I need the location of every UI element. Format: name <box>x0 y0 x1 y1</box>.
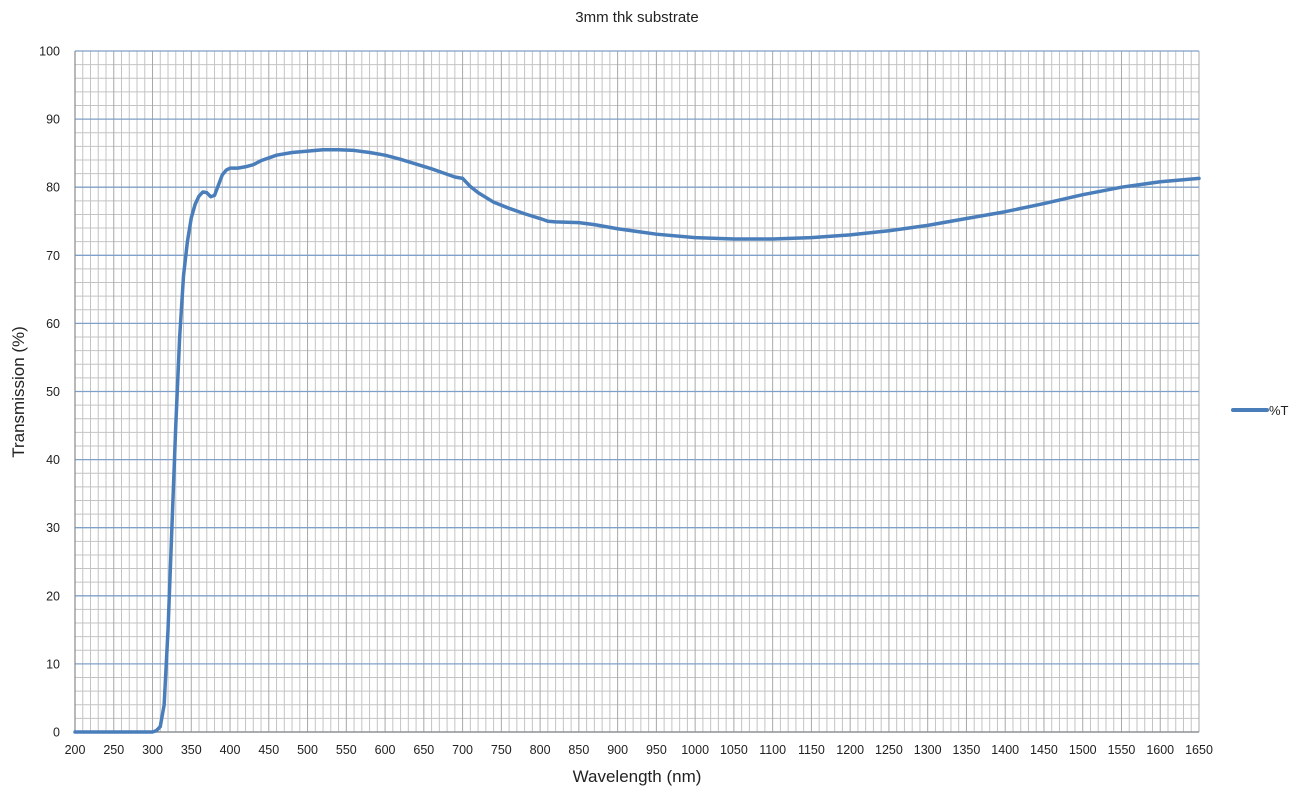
y-tick-label: 40 <box>46 453 60 467</box>
x-tick-label: 1450 <box>1030 743 1058 757</box>
x-tick-label: 1300 <box>914 743 942 757</box>
x-tick-label: 350 <box>181 743 202 757</box>
x-tick-label: 1050 <box>720 743 748 757</box>
major-gridlines <box>74 50 1200 733</box>
y-axis-ticks: 0 10 20 30 40 50 60 70 80 90 100 <box>39 45 60 740</box>
x-tick-label: 1650 <box>1185 743 1213 757</box>
x-tick-label: 650 <box>413 743 434 757</box>
x-tick-label: 1100 <box>759 743 786 757</box>
x-tick-label: 1200 <box>836 743 864 757</box>
x-axis-label: Wavelength (nm) <box>573 767 702 786</box>
x-tick-label: 1500 <box>1069 743 1097 757</box>
y-tick-label: 80 <box>46 181 60 195</box>
x-tick-label: 900 <box>607 743 628 757</box>
y-axis-label: Transmission (%) <box>9 326 28 458</box>
x-tick-label: 1000 <box>681 743 709 757</box>
y-tick-label: 70 <box>46 249 60 263</box>
y-tick-label: 0 <box>53 726 60 740</box>
y-tick-label: 90 <box>46 113 60 127</box>
x-tick-label: 1250 <box>875 743 903 757</box>
x-tick-label: 1600 <box>1146 743 1174 757</box>
series-line-1 <box>73 148 1201 734</box>
x-tick-label: 450 <box>258 743 279 757</box>
y-tick-label: 100 <box>39 45 60 59</box>
x-tick-label: 1350 <box>953 743 981 757</box>
x-tick-label: 600 <box>375 743 396 757</box>
x-tick-label: 1400 <box>991 743 1019 757</box>
x-tick-label: 1150 <box>798 743 825 757</box>
x-tick-label: 500 <box>297 743 318 757</box>
y-tick-label: 30 <box>46 521 60 535</box>
legend: %T <box>1231 403 1289 418</box>
y-tick-label: 50 <box>46 385 60 399</box>
x-tick-label: 550 <box>336 743 357 757</box>
x-tick-label: 1550 <box>1108 743 1136 757</box>
x-tick-label: 950 <box>646 743 667 757</box>
x-tick-label: 300 <box>142 743 163 757</box>
series-layer <box>73 148 1201 734</box>
x-tick-label: 700 <box>452 743 473 757</box>
x-tick-label: 200 <box>65 743 86 757</box>
chart-title: 3mm thk substrate <box>575 9 698 26</box>
legend-label-series-1: %T <box>1269 403 1289 418</box>
y-tick-label: 10 <box>46 657 60 671</box>
x-tick-label: 750 <box>491 743 512 757</box>
x-tick-label: 850 <box>568 743 589 757</box>
y-tick-label: 20 <box>46 589 60 603</box>
x-tick-label: 250 <box>103 743 124 757</box>
x-tick-label: 400 <box>220 743 241 757</box>
y-tick-label: 60 <box>46 317 60 331</box>
x-axis-ticks: 200 250 300 350 400 450 500 550 600 650 700 750 800 8… <box>65 743 1213 757</box>
x-tick-label: 800 <box>530 743 551 757</box>
